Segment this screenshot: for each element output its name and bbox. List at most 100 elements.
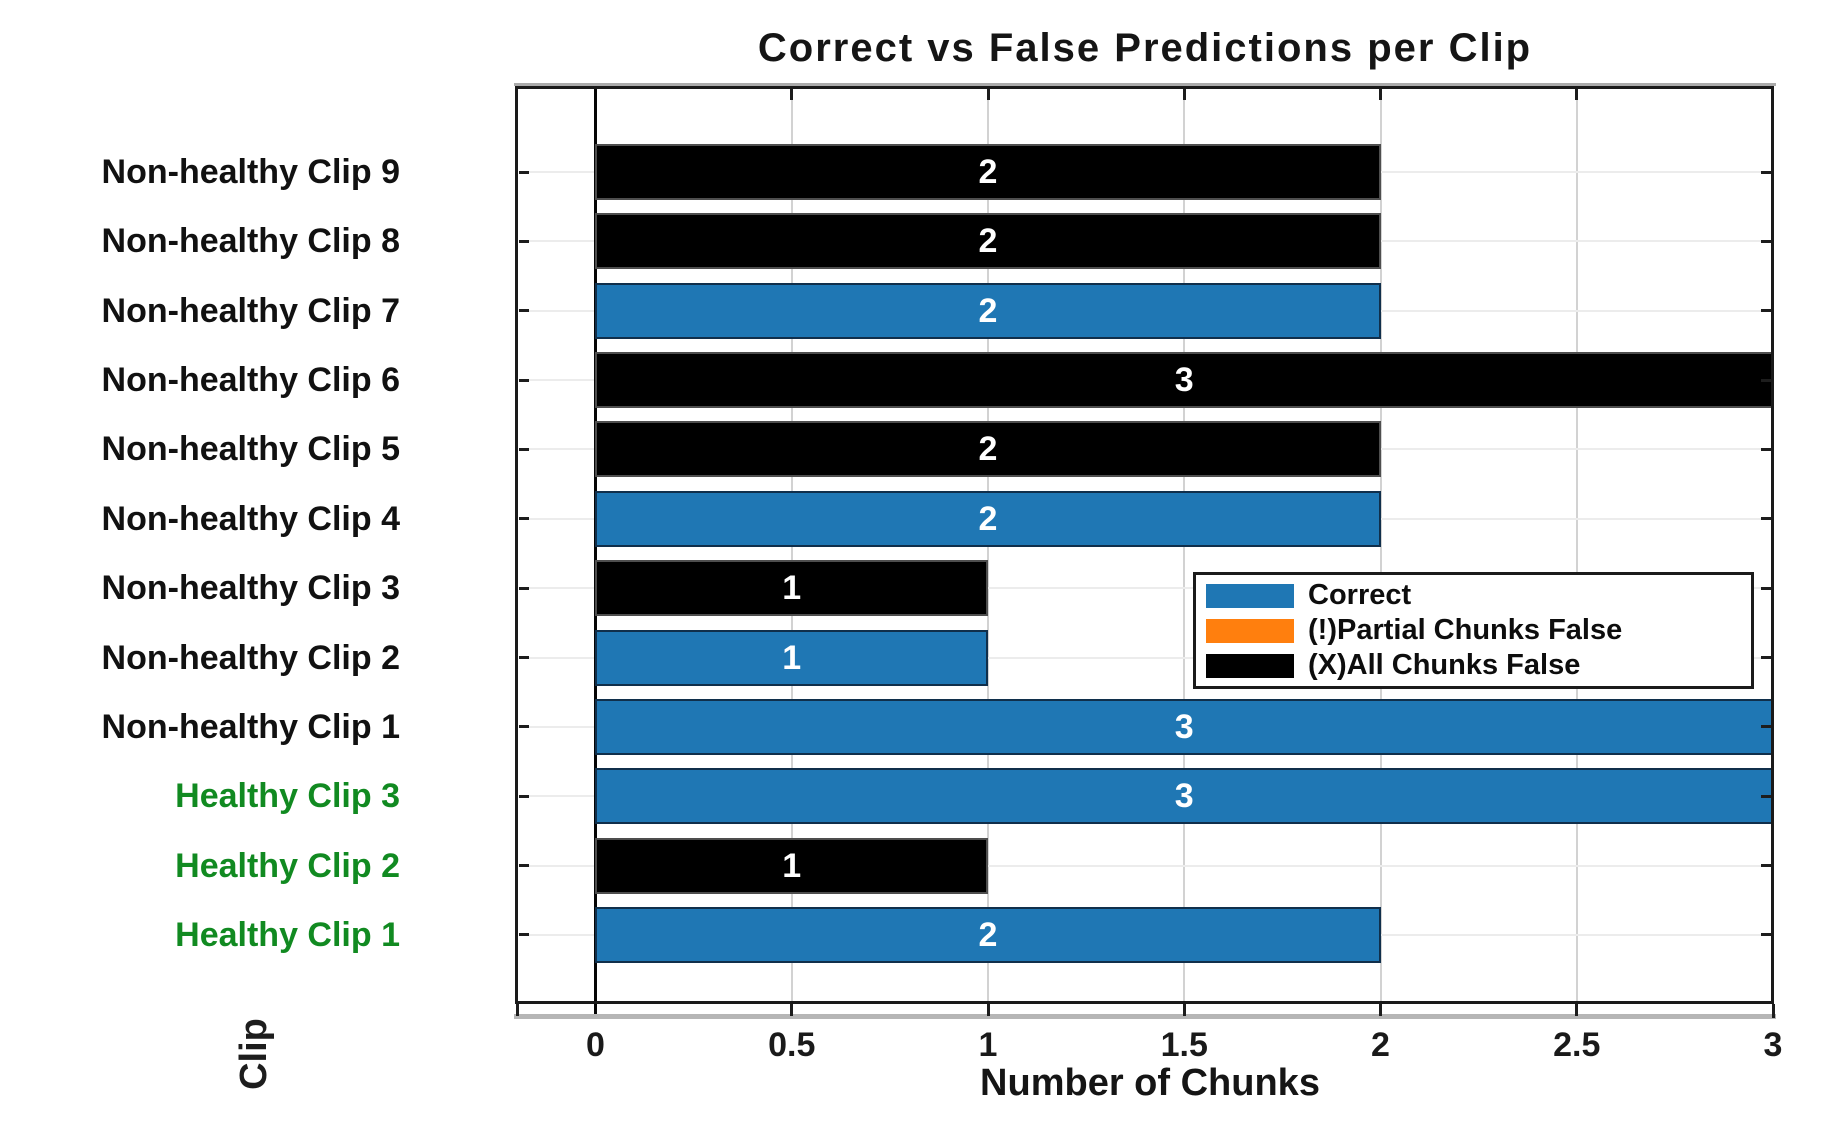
bar-non-healthy-clip-7 — [594, 282, 1381, 339]
x-tick-label: 2 — [1371, 1026, 1390, 1064]
x-tick-label: 0.5 — [768, 1026, 816, 1064]
x-tick-label: 3 — [1763, 1026, 1783, 1064]
legend-item-correct: Correct — [1206, 579, 1741, 612]
bar-value-label: 3 — [1174, 777, 1194, 816]
legend-label: (!)Partial Chunks False — [1308, 614, 1623, 646]
y-tick-label-non-healthy-clip-4: Non-healthy Clip 4 — [101, 499, 400, 538]
y-tick-label-non-healthy-clip-7: Non-healthy Clip 7 — [101, 291, 400, 330]
bar-value-label: 1 — [782, 569, 802, 608]
axis-tick-right — [1761, 933, 1771, 937]
axis-tick-left — [519, 309, 529, 313]
axis-tick-left — [519, 864, 529, 868]
bar-healthy-clip-2 — [594, 837, 988, 894]
bar-non-healthy-clip-3 — [594, 560, 988, 617]
grid-line-x — [1379, 90, 1382, 1001]
y-axis-label: Clip — [233, 1018, 275, 1090]
axis-tick-right — [1761, 586, 1771, 590]
x-tick-label: 0 — [586, 1026, 605, 1064]
axis-tick-right — [1761, 725, 1771, 729]
axis-tick-left — [519, 239, 529, 243]
x-axis-label: Number of Chunks — [980, 1062, 1320, 1104]
axis-tick-bottom — [515, 1004, 519, 1016]
bar-non-healthy-clip-8 — [594, 213, 1381, 270]
axis-tick-bottom — [1575, 1004, 1579, 1016]
bar-non-healthy-clip-1 — [594, 698, 1773, 755]
y-tick-label-non-healthy-clip-3: Non-healthy Clip 3 — [101, 569, 400, 608]
legend-swatch-correct — [1206, 583, 1294, 608]
axis-tick-right — [1761, 170, 1771, 174]
grid-line-y — [520, 656, 1770, 659]
axis-tick-left — [519, 517, 529, 521]
bar-value-label: 3 — [1174, 361, 1194, 400]
axis-tick-right — [1761, 309, 1771, 313]
axis-tick-bottom — [1379, 1004, 1382, 1016]
axis-tick-right — [1761, 517, 1771, 521]
axis-tick-left — [519, 378, 529, 382]
axis-shadow-top — [514, 83, 1776, 86]
bar-healthy-clip-1 — [594, 906, 1381, 963]
grid-line-x — [1575, 90, 1578, 1001]
legend-item-all-chunks-false: (X)All Chunks False — [1206, 649, 1741, 682]
axis-tick-top — [1379, 89, 1382, 100]
grid-line-y — [520, 864, 1770, 867]
bar-value-label: 2 — [978, 499, 998, 538]
legend-label: (X)All Chunks False — [1308, 649, 1581, 681]
y-tick-label-non-healthy-clip-9: Non-healthy Clip 9 — [101, 153, 400, 191]
legend-swatch-all-chunks-false — [1206, 653, 1294, 678]
chart-title: Correct vs False Predictions per Clip — [757, 26, 1533, 70]
bar-value-label: 1 — [782, 846, 802, 885]
y-tick-label-healthy-clip-2: Healthy Clip 2 — [175, 846, 400, 885]
axis-tick-right — [1761, 794, 1771, 798]
axis-tick-left — [519, 447, 529, 451]
bar-value-label: 1 — [782, 638, 802, 677]
axis-tick-left — [519, 586, 529, 590]
zero-line — [594, 89, 597, 1015]
y-tick-label-non-healthy-clip-8: Non-healthy Clip 8 — [101, 222, 400, 261]
axis-tick-right — [1761, 447, 1771, 451]
axis-tick-left — [519, 170, 529, 174]
bar-value-label: 2 — [978, 291, 998, 330]
axis-tick-left — [519, 933, 529, 937]
axis-tick-left — [519, 656, 529, 660]
axis-tick-top — [790, 89, 794, 100]
bar-value-label: 2 — [978, 430, 998, 469]
axis-tick-bottom — [790, 1004, 794, 1016]
axis-tick-bottom — [986, 1004, 990, 1016]
grid-line-y — [520, 587, 1770, 590]
y-tick-label-non-healthy-clip-2: Non-healthy Clip 2 — [101, 638, 400, 677]
legend-swatch-partial-chunks-false — [1206, 618, 1294, 643]
axis-tick-right — [1761, 239, 1771, 243]
bar-value-label: 2 — [978, 153, 998, 191]
y-tick-label-non-healthy-clip-5: Non-healthy Clip 5 — [101, 430, 400, 469]
bar-value-label: 3 — [1174, 707, 1194, 746]
axis-tick-right — [1761, 864, 1771, 868]
bar-value-label: 2 — [978, 222, 998, 261]
x-tick-label: 2.5 — [1553, 1026, 1601, 1064]
axis-tick-top — [1182, 89, 1186, 100]
axis-tick-top — [1575, 89, 1579, 100]
y-tick-label-non-healthy-clip-6: Non-healthy Clip 6 — [101, 361, 400, 400]
x-tick-label: 1 — [978, 1026, 998, 1064]
legend-item-partial-chunks-false: (!)Partial Chunks False — [1206, 614, 1741, 647]
bar-non-healthy-clip-9 — [594, 144, 1381, 200]
legend-label: Correct — [1308, 579, 1412, 611]
bar-non-healthy-clip-5 — [594, 421, 1381, 478]
y-tick-label-healthy-clip-1: Healthy Clip 1 — [175, 915, 400, 954]
axis-shadow-bottom — [514, 1014, 1776, 1019]
axis-tick-left — [519, 725, 529, 729]
y-tick-label-healthy-clip-3: Healthy Clip 3 — [175, 777, 400, 816]
axis-tick-right — [1761, 656, 1771, 660]
x-tick-label: 1.5 — [1160, 1026, 1208, 1064]
bar-healthy-clip-3 — [594, 768, 1773, 825]
bar-non-healthy-clip-6 — [594, 352, 1773, 409]
bar-value-label: 2 — [978, 915, 998, 954]
y-tick-label-non-healthy-clip-1: Non-healthy Clip 1 — [101, 707, 400, 746]
axis-tick-top — [986, 89, 990, 100]
bar-non-healthy-clip-2 — [594, 629, 988, 686]
legend: Correct (!)Partial Chunks False (X)All C… — [1193, 572, 1754, 689]
axis-tick-right — [1761, 378, 1771, 382]
axis-tick-left — [519, 794, 529, 798]
axis-tick-bottom — [1771, 1004, 1775, 1018]
bar-non-healthy-clip-4 — [594, 490, 1381, 547]
